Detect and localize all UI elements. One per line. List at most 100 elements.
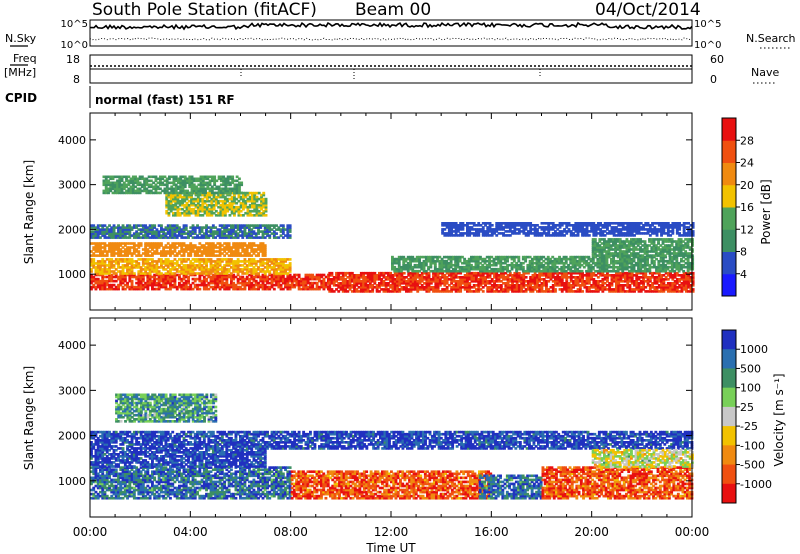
heatmap-cell <box>632 240 636 243</box>
heatmap-cell <box>502 228 505 231</box>
heatmap-cell <box>341 288 345 291</box>
heatmap-cell <box>427 284 431 287</box>
heatmap-cell <box>565 284 569 287</box>
heatmap-cell <box>535 265 539 269</box>
heatmap-cell <box>259 246 263 249</box>
heatmap-cell <box>678 278 682 281</box>
heatmap-cell <box>108 248 111 251</box>
heatmap-cell <box>236 264 240 267</box>
heatmap-cell <box>151 224 154 227</box>
heatmap-cell <box>442 255 446 259</box>
heatmap-cell <box>601 284 605 287</box>
heatmap-cell <box>252 285 256 289</box>
heatmap-cell <box>272 275 276 279</box>
heatmap-cell <box>623 252 627 255</box>
heatmap-cell <box>578 228 582 231</box>
heatmap-cell <box>166 275 170 279</box>
heatmap-cell <box>332 278 336 281</box>
heatmap-cell <box>671 274 675 277</box>
heatmap-cell <box>263 287 267 291</box>
heatmap-cell <box>653 276 657 279</box>
heatmap-cell <box>554 282 557 285</box>
heatmap-cell <box>328 278 332 281</box>
heatmap-cell <box>266 224 269 227</box>
heatmap-cell <box>418 278 422 281</box>
heatmap-cell <box>227 260 231 263</box>
heatmap-cell <box>157 224 161 227</box>
heatmap-cell <box>452 276 456 279</box>
heatmap-cell <box>626 274 630 277</box>
heatmap-cell <box>578 274 582 277</box>
heatmap-cell <box>130 287 134 291</box>
heatmap-cell <box>443 276 447 279</box>
heatmap-cell <box>196 246 199 249</box>
heatmap-cell <box>126 224 129 227</box>
heatmap-cell <box>166 252 170 255</box>
heatmap-cell <box>218 234 222 237</box>
heatmap-cell <box>270 277 274 281</box>
heatmap-cell <box>275 258 278 261</box>
heatmap-cell <box>429 278 433 281</box>
heatmap-cell <box>429 282 433 285</box>
heatmap-cell <box>445 234 449 237</box>
heatmap-cell <box>684 265 688 269</box>
heatmap-cell <box>650 238 654 241</box>
heatmap-cell <box>529 232 533 235</box>
heatmap-cell <box>193 273 197 277</box>
heatmap-cell <box>257 226 260 229</box>
heatmap-cell <box>675 252 679 255</box>
heatmap-cell <box>429 259 433 263</box>
heatmap-cell <box>477 284 481 287</box>
heatmap-cell <box>252 283 256 287</box>
heatmap-cell <box>202 281 206 285</box>
heatmap-cell <box>126 283 129 287</box>
heatmap-cell <box>160 283 163 287</box>
heatmap-cell <box>375 286 379 289</box>
heatmap-cell <box>243 279 247 283</box>
heatmap-cell <box>205 254 208 257</box>
heatmap-cell <box>322 273 326 277</box>
heatmap-cell <box>671 286 675 289</box>
heatmap-cell <box>515 290 519 293</box>
heatmap-cell <box>281 226 285 229</box>
heatmap-cell <box>157 285 161 289</box>
heatmap-cell <box>277 275 281 279</box>
heatmap-cell <box>160 258 163 261</box>
heatmap-cell <box>153 232 157 235</box>
heatmap-cell <box>279 258 283 261</box>
heatmap-cell <box>510 257 514 261</box>
heatmap-cell <box>148 268 152 271</box>
heatmap-cell <box>542 278 546 281</box>
heatmap-cell <box>458 257 462 261</box>
heatmap-cell <box>599 228 603 231</box>
heatmap-cell <box>497 274 501 277</box>
heatmap-cell <box>218 224 222 227</box>
heatmap-cell <box>266 268 269 271</box>
heatmap-cell <box>359 290 363 293</box>
heatmap-cell <box>272 270 276 273</box>
heatmap-cell <box>688 248 692 251</box>
heatmap-cell <box>141 230 145 233</box>
heatmap-cell <box>162 283 166 287</box>
heatmap-cell <box>653 290 657 293</box>
heatmap-cell <box>483 267 487 271</box>
heatmap-cell <box>241 226 245 229</box>
heatmap-cell <box>232 285 236 289</box>
heatmap-cell <box>259 285 263 289</box>
heatmap-cell <box>166 242 170 245</box>
heatmap-cell <box>583 286 587 289</box>
heatmap-cell <box>445 276 449 279</box>
heatmap-cell <box>420 263 424 267</box>
heatmap-cell <box>659 269 663 273</box>
heatmap-cell <box>606 278 609 281</box>
heatmap-cell <box>130 285 134 289</box>
heatmap-cell <box>193 272 197 275</box>
heatmap-cell <box>234 252 238 255</box>
heatmap-cell <box>511 288 514 291</box>
heatmap-cell <box>542 267 546 271</box>
heatmap-cell <box>506 265 509 269</box>
heatmap-cell <box>101 230 105 233</box>
heatmap-cell <box>594 232 598 235</box>
heatmap-cell <box>117 232 120 235</box>
heatmap-cell <box>502 271 505 275</box>
